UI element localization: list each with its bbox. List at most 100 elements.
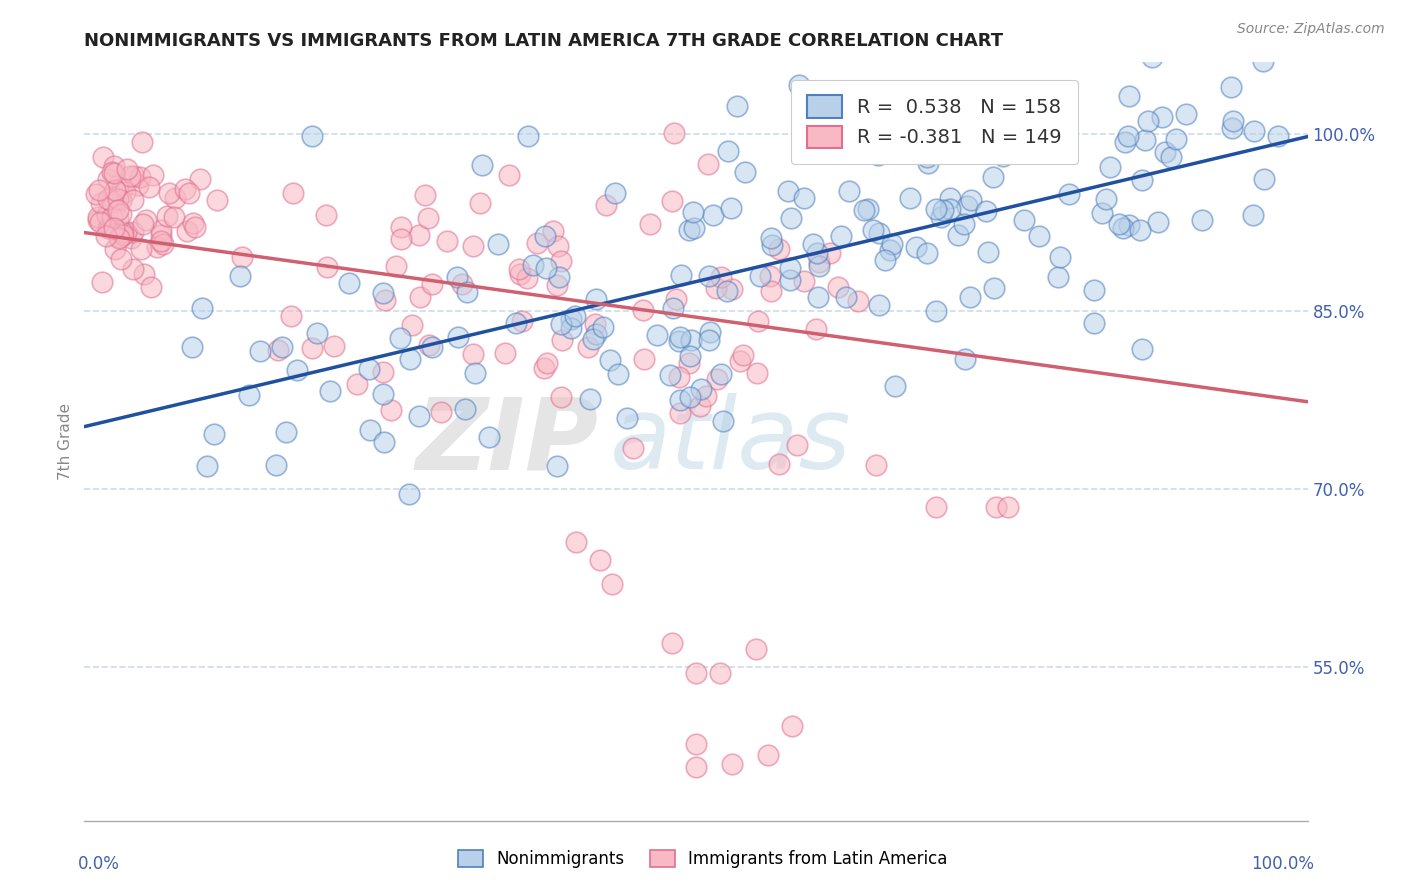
Point xyxy=(953,352,976,367)
Point xyxy=(120,169,142,183)
Point xyxy=(931,202,953,217)
Point xyxy=(550,390,572,404)
Point xyxy=(121,225,143,239)
Point xyxy=(103,166,125,180)
Point xyxy=(174,181,197,195)
Point xyxy=(807,290,830,304)
Point xyxy=(661,636,683,650)
Point xyxy=(108,230,131,244)
Point xyxy=(599,352,621,367)
Point xyxy=(853,202,876,217)
Point xyxy=(879,244,901,258)
Point xyxy=(357,362,380,376)
Point xyxy=(685,737,707,751)
Point xyxy=(959,290,981,304)
Point xyxy=(401,318,423,333)
Point xyxy=(184,220,207,235)
Point xyxy=(1160,150,1182,164)
Point xyxy=(883,378,905,392)
Point xyxy=(662,126,685,140)
Point xyxy=(163,191,186,205)
Point xyxy=(127,178,149,192)
Point xyxy=(695,389,717,403)
Y-axis label: 7th Grade: 7th Grade xyxy=(58,403,73,480)
Point xyxy=(780,719,803,733)
Point xyxy=(100,194,122,209)
Point xyxy=(974,203,997,218)
Point xyxy=(1049,250,1071,264)
Point xyxy=(384,259,406,273)
Point xyxy=(280,309,302,323)
Point xyxy=(534,260,557,275)
Point xyxy=(880,236,903,251)
Point xyxy=(669,392,692,407)
Point xyxy=(420,340,443,354)
Point xyxy=(337,276,360,290)
Point xyxy=(1150,110,1173,124)
Point xyxy=(759,284,782,298)
Point xyxy=(560,321,582,335)
Point xyxy=(111,181,134,195)
Point xyxy=(408,290,430,304)
Point xyxy=(1241,208,1264,222)
Point xyxy=(346,376,368,391)
Point xyxy=(546,458,568,473)
Point xyxy=(768,457,790,471)
Point xyxy=(678,222,700,236)
Point xyxy=(1219,80,1241,95)
Point xyxy=(830,229,852,244)
Point xyxy=(983,280,1005,294)
Point xyxy=(960,193,983,207)
Point xyxy=(697,268,720,283)
Point xyxy=(946,228,969,243)
Point xyxy=(231,250,253,264)
Point xyxy=(868,226,890,240)
Point xyxy=(1098,160,1121,174)
Point xyxy=(939,202,962,217)
Point xyxy=(360,423,382,437)
Point xyxy=(150,234,173,248)
Point xyxy=(494,345,516,359)
Point xyxy=(953,217,976,231)
Point xyxy=(176,224,198,238)
Point xyxy=(898,191,921,205)
Point xyxy=(114,185,136,199)
Point xyxy=(195,459,218,474)
Point xyxy=(981,169,1004,184)
Point xyxy=(508,262,530,277)
Point xyxy=(779,260,801,275)
Point xyxy=(463,347,485,361)
Point xyxy=(505,316,527,330)
Point xyxy=(585,292,607,306)
Point xyxy=(721,756,744,771)
Point xyxy=(761,237,783,252)
Point xyxy=(699,325,721,339)
Point xyxy=(938,191,960,205)
Point xyxy=(669,330,692,344)
Point xyxy=(315,208,337,222)
Point xyxy=(285,362,308,376)
Point xyxy=(582,333,605,347)
Point xyxy=(706,372,728,386)
Point xyxy=(422,277,444,291)
Point xyxy=(808,259,831,273)
Point xyxy=(135,213,157,227)
Point xyxy=(1251,54,1274,69)
Point xyxy=(711,413,734,427)
Point xyxy=(190,301,212,316)
Point xyxy=(745,641,768,656)
Point xyxy=(509,267,531,281)
Point xyxy=(1140,50,1163,64)
Point xyxy=(685,760,707,774)
Point xyxy=(709,665,731,680)
Point xyxy=(689,382,711,396)
Point xyxy=(115,225,138,239)
Point xyxy=(96,192,118,206)
Point xyxy=(716,284,738,298)
Point xyxy=(319,384,342,398)
Point xyxy=(205,194,228,208)
Point xyxy=(107,193,129,207)
Point xyxy=(110,252,132,267)
Point xyxy=(546,277,568,292)
Point xyxy=(901,128,924,143)
